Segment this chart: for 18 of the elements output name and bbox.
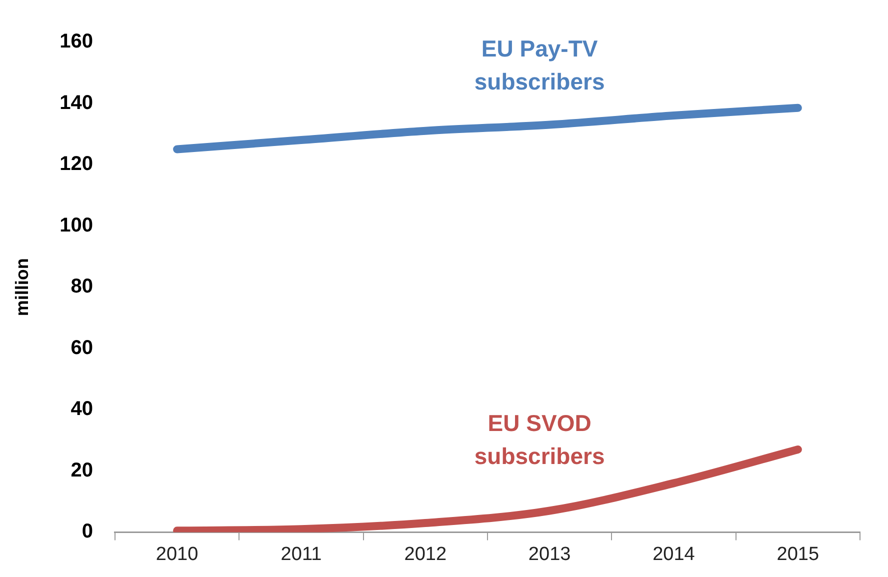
y-tick-label: 100 bbox=[60, 214, 93, 236]
x-tick-label: 2014 bbox=[652, 544, 696, 565]
y-tick-label: 160 bbox=[60, 30, 93, 53]
series-label: EU Pay-TV subscribers bbox=[474, 36, 605, 95]
x-tick-label: 2013 bbox=[528, 544, 571, 565]
y-tick-label: 120 bbox=[60, 153, 93, 176]
x-tick-label: 2012 bbox=[404, 544, 447, 565]
x-tick-label: 2010 bbox=[156, 544, 198, 565]
y-tick-label: 80 bbox=[70, 276, 93, 298]
y-tick-label: 140 bbox=[60, 92, 93, 114]
y-axis-title: million bbox=[12, 258, 32, 316]
series-label: EU SVOD subscribers bbox=[474, 410, 605, 469]
y-tick-label: 0 bbox=[82, 520, 93, 543]
y-tick-label: 20 bbox=[70, 459, 93, 482]
x-tick-label: 2011 bbox=[280, 544, 322, 565]
y-tick-label: 60 bbox=[70, 336, 93, 359]
y-tick-label: 40 bbox=[70, 398, 93, 420]
x-tick-label: 2015 bbox=[776, 544, 820, 565]
